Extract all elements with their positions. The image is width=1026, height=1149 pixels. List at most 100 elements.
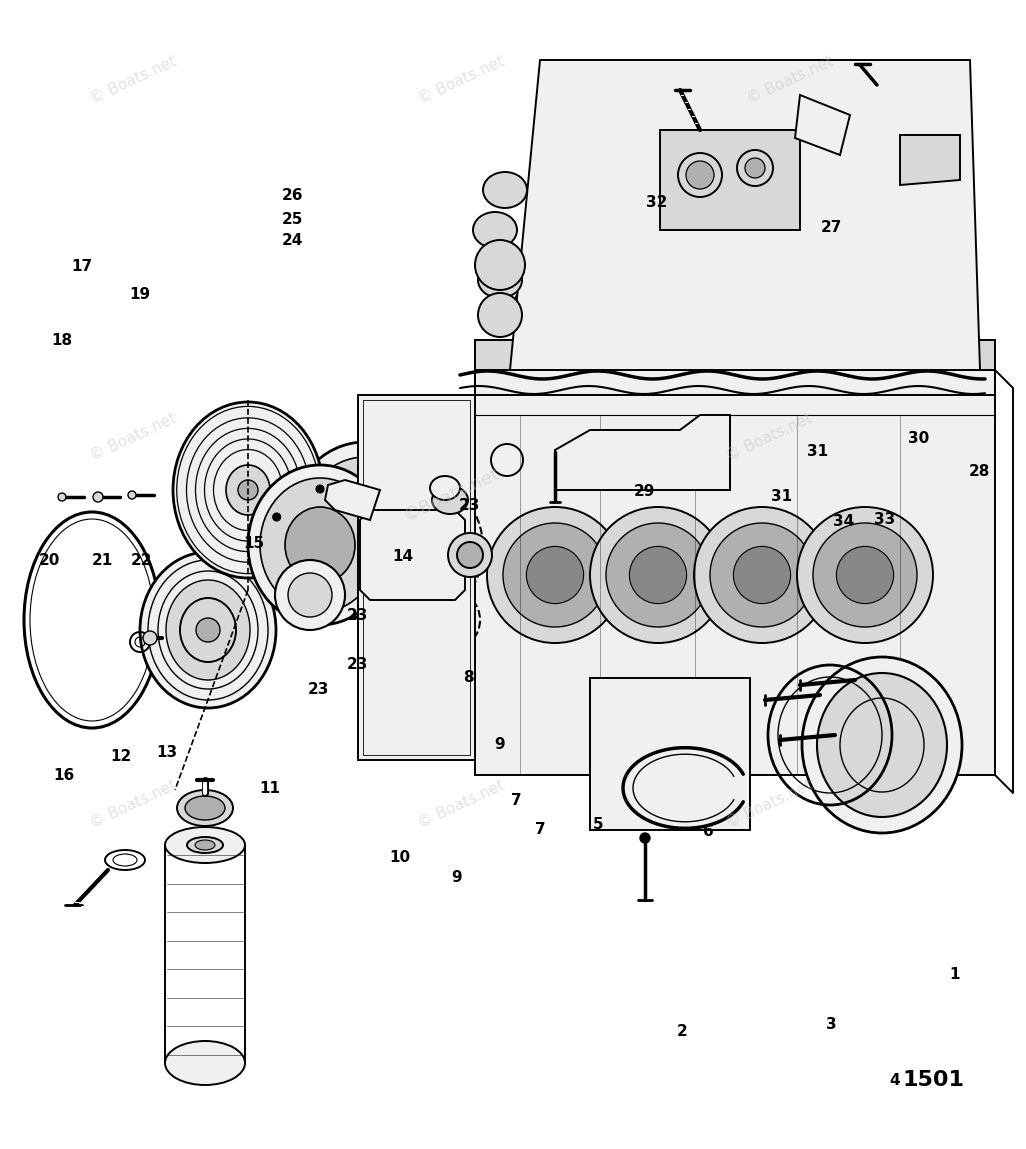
Circle shape xyxy=(448,533,492,577)
Circle shape xyxy=(590,507,726,643)
Polygon shape xyxy=(510,60,980,370)
Circle shape xyxy=(526,547,584,603)
Ellipse shape xyxy=(260,478,380,612)
Text: 26: 26 xyxy=(282,187,303,203)
Circle shape xyxy=(629,547,686,603)
Circle shape xyxy=(378,503,385,511)
Circle shape xyxy=(359,512,367,520)
Polygon shape xyxy=(475,370,995,774)
Ellipse shape xyxy=(195,840,215,850)
Circle shape xyxy=(93,492,103,502)
Text: 18: 18 xyxy=(51,332,72,348)
Ellipse shape xyxy=(300,457,430,603)
Ellipse shape xyxy=(173,402,323,578)
Ellipse shape xyxy=(180,597,236,662)
Text: 14: 14 xyxy=(393,548,413,564)
Circle shape xyxy=(686,161,714,188)
Text: 23: 23 xyxy=(308,681,328,697)
Ellipse shape xyxy=(473,213,517,248)
Text: 15: 15 xyxy=(243,535,264,552)
Ellipse shape xyxy=(432,486,468,514)
Circle shape xyxy=(316,485,324,493)
Text: 32: 32 xyxy=(646,194,667,210)
Text: 16: 16 xyxy=(53,768,74,784)
Text: 11: 11 xyxy=(260,780,280,796)
Text: 31: 31 xyxy=(772,488,792,504)
Text: 4: 4 xyxy=(890,1072,900,1088)
Circle shape xyxy=(737,151,773,186)
Ellipse shape xyxy=(140,552,276,708)
Text: 8: 8 xyxy=(464,670,474,686)
Text: 33: 33 xyxy=(874,511,895,527)
Text: 30: 30 xyxy=(908,431,929,447)
Circle shape xyxy=(58,493,66,501)
Circle shape xyxy=(273,512,281,520)
Ellipse shape xyxy=(430,476,460,500)
Text: 10: 10 xyxy=(390,849,410,865)
Ellipse shape xyxy=(185,796,225,820)
Circle shape xyxy=(694,507,830,643)
Polygon shape xyxy=(590,678,750,830)
Text: © Boats.net: © Boats.net xyxy=(745,54,835,107)
Circle shape xyxy=(450,585,459,593)
Circle shape xyxy=(745,159,765,178)
Text: 27: 27 xyxy=(821,219,841,236)
Ellipse shape xyxy=(287,442,443,618)
Circle shape xyxy=(378,585,385,593)
Circle shape xyxy=(836,547,894,603)
Text: 34: 34 xyxy=(833,514,854,530)
Polygon shape xyxy=(325,480,380,520)
Circle shape xyxy=(503,523,607,627)
Text: 1: 1 xyxy=(949,966,959,982)
Text: 20: 20 xyxy=(39,553,60,569)
Ellipse shape xyxy=(817,673,947,817)
Text: 9: 9 xyxy=(495,737,505,753)
Ellipse shape xyxy=(478,262,522,298)
Text: © Boats.net: © Boats.net xyxy=(417,54,507,107)
Text: 6: 6 xyxy=(703,824,713,840)
Text: 7: 7 xyxy=(536,822,546,838)
Text: 12: 12 xyxy=(111,748,131,764)
Ellipse shape xyxy=(165,1041,245,1085)
Polygon shape xyxy=(475,340,995,370)
Polygon shape xyxy=(360,510,465,600)
Text: 23: 23 xyxy=(460,498,480,514)
Circle shape xyxy=(487,507,623,643)
Polygon shape xyxy=(795,95,850,155)
Text: 3: 3 xyxy=(826,1017,836,1033)
Text: 23: 23 xyxy=(347,656,367,672)
Ellipse shape xyxy=(323,483,407,577)
Circle shape xyxy=(128,491,136,499)
Text: ©Boats.net: ©Boats.net xyxy=(400,464,503,524)
Ellipse shape xyxy=(248,465,392,625)
Ellipse shape xyxy=(802,657,962,833)
Ellipse shape xyxy=(483,172,527,208)
Circle shape xyxy=(710,523,814,627)
Polygon shape xyxy=(900,134,960,185)
Ellipse shape xyxy=(288,573,332,617)
Circle shape xyxy=(797,507,933,643)
Ellipse shape xyxy=(177,791,233,826)
Ellipse shape xyxy=(165,827,245,863)
Text: © Boats.net: © Boats.net xyxy=(88,778,179,831)
Circle shape xyxy=(678,153,722,196)
Circle shape xyxy=(813,523,917,627)
Text: 13: 13 xyxy=(157,745,177,761)
Text: 21: 21 xyxy=(92,553,113,569)
Circle shape xyxy=(606,523,710,627)
Text: 1501: 1501 xyxy=(903,1070,964,1090)
Polygon shape xyxy=(358,395,475,759)
Text: 19: 19 xyxy=(129,286,150,302)
Text: © Boats.net: © Boats.net xyxy=(417,778,507,831)
Text: 5: 5 xyxy=(593,817,603,833)
Circle shape xyxy=(475,240,525,290)
Ellipse shape xyxy=(285,507,355,583)
Ellipse shape xyxy=(166,580,250,680)
Polygon shape xyxy=(660,130,800,230)
Text: 9: 9 xyxy=(451,870,462,886)
Text: 22: 22 xyxy=(131,553,152,569)
Text: 28: 28 xyxy=(970,463,990,479)
Text: 23: 23 xyxy=(347,608,367,624)
Text: © Boats.net: © Boats.net xyxy=(88,54,179,107)
Text: 7: 7 xyxy=(511,793,521,809)
